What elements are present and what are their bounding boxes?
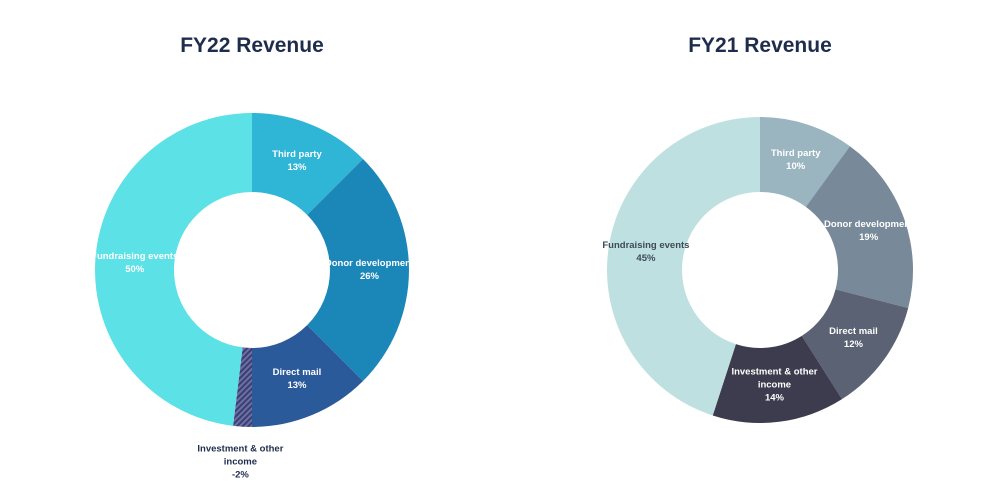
- chart-title: FY21 Revenue: [688, 34, 832, 57]
- value-label: 45%: [636, 252, 656, 264]
- segment-label: Third party 13%: [249, 148, 345, 174]
- category-label: Direct mail: [272, 366, 322, 378]
- category-label: Investment & other income: [197, 443, 284, 468]
- category-label: Direct mail: [829, 325, 878, 337]
- segment-label: Donor development 26%: [322, 257, 418, 283]
- donut-segment: [233, 347, 252, 428]
- value-label: 26%: [359, 271, 379, 282]
- value-label: 13%: [287, 162, 307, 174]
- donut-segment: [805, 146, 913, 309]
- value-label: 50%: [125, 263, 145, 275]
- donut-segment: [801, 289, 909, 400]
- donut-segment: [712, 335, 842, 423]
- donut-segment: [94, 113, 252, 426]
- segment-label: Direct mail 12%: [805, 325, 901, 351]
- category-label: Donor development: [824, 218, 914, 230]
- value-label: 13%: [287, 379, 307, 391]
- segment-label: Fundraising events 45%: [598, 239, 694, 265]
- category-label: Fundraising events: [91, 250, 179, 262]
- segment-label: Investment & other income 14%: [726, 365, 822, 404]
- value-label: 14%: [764, 392, 784, 404]
- value-label: -2%: [231, 469, 249, 481]
- category-label: Investment & other income: [731, 366, 818, 391]
- segment-label: Fundraising events 50%: [87, 250, 183, 276]
- category-label: Fundraising events: [602, 239, 690, 251]
- donut-segment: [252, 113, 364, 215]
- donut-segment: [607, 117, 760, 416]
- value-label: 12%: [843, 338, 863, 350]
- donut-segment: [252, 325, 364, 427]
- segment-label: Donor development 19%: [821, 218, 917, 244]
- donut-segment: [307, 158, 410, 382]
- chart-title: FY22 Revenue: [180, 34, 324, 57]
- value-label: 19%: [859, 231, 879, 243]
- category-label: Donor development: [324, 258, 415, 269]
- segment-label: Investment & other income -2%: [192, 442, 288, 481]
- segment-label: Direct mail 13%: [249, 366, 345, 392]
- category-label: Third party: [272, 149, 322, 161]
- donut-segment: [760, 117, 850, 207]
- category-label: Third party: [770, 148, 821, 160]
- segment-label: Third party 10%: [748, 147, 844, 173]
- value-label: 10%: [786, 161, 806, 173]
